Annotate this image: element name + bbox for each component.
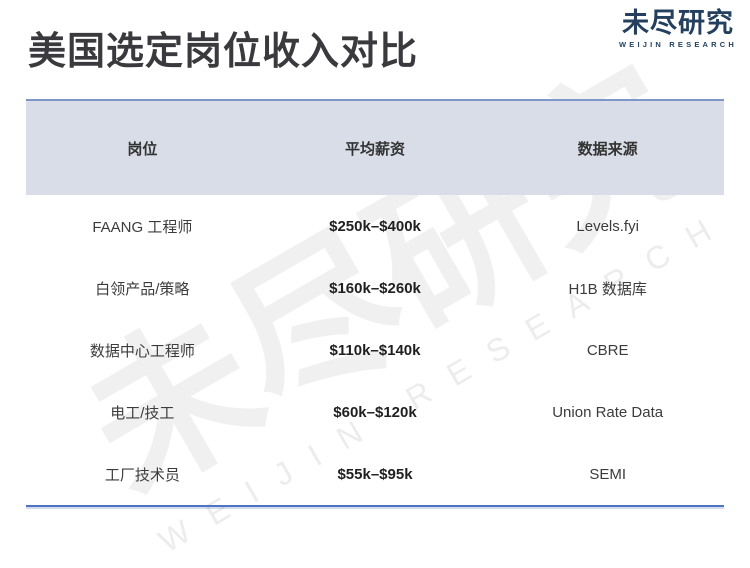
- salary-cell: $250k–$400k: [329, 217, 421, 235]
- table-row: 电工/技工 $60k–$120k Union Rate Data: [26, 381, 724, 443]
- position-cell: 白领产品/策略: [95, 280, 190, 298]
- column-header-source: 数据来源: [577, 140, 638, 158]
- salary-cell: $110k–$140k: [329, 341, 421, 359]
- column-header-salary: 平均薪资: [345, 140, 406, 158]
- position-cell: 工厂技术员: [104, 466, 180, 484]
- column-header-position: 岗位: [127, 140, 158, 158]
- table-row: 工厂技术员 $55k–$95k SEMI: [26, 443, 724, 505]
- salary-cell: $55k–$95k: [337, 465, 413, 483]
- salary-cell: $160k–$260k: [329, 279, 421, 297]
- position-cell: FAANG 工程师: [92, 218, 193, 236]
- position-cell: 数据中心工程师: [89, 342, 195, 360]
- source-cell: CBRE: [586, 341, 629, 359]
- page-title: 美国选定岗位收入对比: [28, 31, 419, 73]
- source-cell: SEMI: [589, 465, 627, 483]
- source-cell: Union Rate Data: [552, 403, 664, 421]
- table-row: 白领产品/策略 $160k–$260k H1B 数据库: [26, 257, 724, 319]
- table-row: 数据中心工程师 $110k–$140k CBRE: [26, 319, 724, 381]
- table-row: FAANG 工程师 $250k–$400k Levels.fyi: [26, 195, 724, 257]
- brand-logo: 未尽研究 WEIJIN RESEARCH: [619, 10, 737, 49]
- brand-logo-en: WEIJIN RESEARCH: [618, 40, 737, 49]
- position-cell: 电工/技工: [110, 404, 175, 422]
- brand-logo-cn: 未尽研究: [621, 8, 734, 39]
- salary-comparison-table: 岗位 平均薪资 数据来源 FAANG 工程师 $250k–$400k Level…: [26, 99, 724, 507]
- table-header-row: 岗位 平均薪资 数据来源: [26, 101, 724, 195]
- salary-cell: $60k–$120k: [333, 403, 417, 421]
- source-cell: Levels.fyi: [576, 217, 639, 235]
- source-cell: H1B 数据库: [568, 280, 647, 298]
